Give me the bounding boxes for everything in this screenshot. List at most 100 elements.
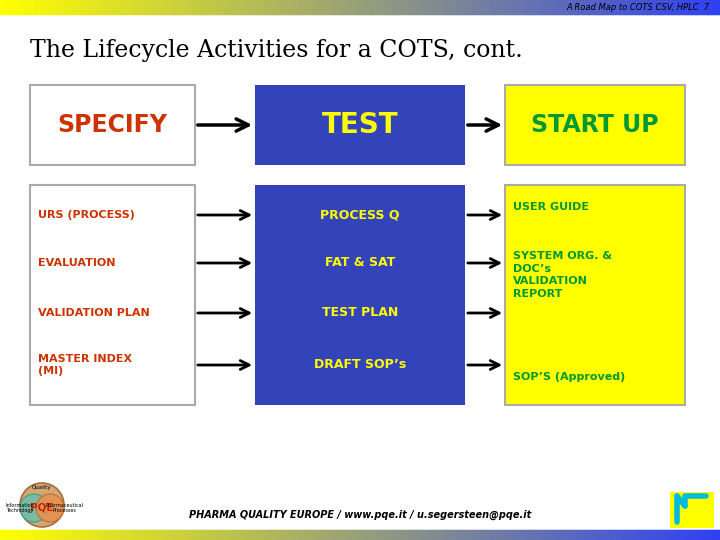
Bar [612, 530, 616, 540]
Bar [288, 530, 292, 540]
Bar [487, 530, 490, 540]
Bar [70, 530, 73, 540]
Bar [567, 530, 570, 540]
Bar [96, 0, 99, 14]
Bar [367, 0, 371, 14]
Bar [0, 0, 4, 14]
Circle shape [20, 494, 48, 522]
Bar [574, 530, 577, 540]
Bar [293, 0, 296, 14]
Bar [106, 530, 109, 540]
Bar [715, 530, 719, 540]
Bar [598, 530, 601, 540]
Bar [48, 530, 51, 540]
Bar [459, 530, 462, 540]
Bar [542, 0, 546, 14]
Bar [557, 0, 560, 14]
Bar [459, 0, 462, 14]
Bar [365, 0, 368, 14]
Bar [65, 530, 68, 540]
Bar [603, 0, 606, 14]
Bar [266, 530, 270, 540]
Bar [677, 0, 680, 14]
Bar [142, 0, 145, 14]
Bar [413, 0, 416, 14]
Bar [571, 0, 575, 14]
Bar [540, 0, 544, 14]
Bar [636, 530, 639, 540]
Bar [153, 530, 157, 540]
Bar [305, 0, 308, 14]
Bar [271, 0, 274, 14]
Bar [495, 0, 498, 14]
Bar [156, 0, 159, 14]
Bar [166, 530, 169, 540]
Bar [408, 530, 411, 540]
Bar [545, 530, 548, 540]
Bar [382, 530, 385, 540]
Bar [67, 530, 71, 540]
Bar [312, 0, 315, 14]
Bar [506, 530, 510, 540]
Bar [151, 530, 155, 540]
Bar [456, 530, 459, 540]
Bar [255, 85, 465, 165]
Bar [281, 530, 284, 540]
Bar [531, 0, 534, 14]
Bar [348, 530, 351, 540]
Bar [425, 530, 428, 540]
Bar [315, 0, 318, 14]
Bar [192, 0, 195, 14]
Bar [38, 530, 42, 540]
Bar [470, 530, 474, 540]
Text: PQE: PQE [30, 503, 54, 513]
Bar [564, 530, 567, 540]
Bar [391, 530, 395, 540]
Bar [279, 0, 282, 14]
Bar [713, 0, 716, 14]
Bar [533, 0, 536, 14]
Bar [423, 0, 426, 14]
Bar [243, 0, 246, 14]
Bar [110, 0, 114, 14]
Text: The Lifecycle Activities for a COTS, cont.: The Lifecycle Activities for a COTS, con… [30, 38, 523, 62]
Bar [96, 530, 99, 540]
Bar [94, 0, 97, 14]
Bar [125, 0, 128, 14]
Bar [384, 530, 387, 540]
Bar [17, 530, 20, 540]
Bar [297, 530, 301, 540]
Bar [410, 0, 414, 14]
Bar [583, 530, 587, 540]
Bar [55, 530, 58, 540]
Bar [513, 530, 517, 540]
Bar [22, 530, 25, 540]
Bar [679, 0, 683, 14]
Bar [194, 530, 198, 540]
Bar [441, 0, 445, 14]
Bar [667, 530, 670, 540]
Bar [578, 0, 582, 14]
Bar [77, 530, 80, 540]
Bar [660, 530, 663, 540]
Bar [63, 530, 66, 540]
Text: URS (PROCESS): URS (PROCESS) [38, 210, 135, 220]
Bar [34, 0, 37, 14]
Bar [341, 0, 344, 14]
Bar [374, 0, 378, 14]
Bar [398, 530, 402, 540]
Bar [564, 0, 567, 14]
Bar [379, 0, 382, 14]
Bar [571, 530, 575, 540]
Bar [557, 530, 560, 540]
Bar [86, 0, 90, 14]
Bar [434, 0, 438, 14]
Bar [641, 0, 644, 14]
Bar [387, 530, 390, 540]
Bar [225, 530, 229, 540]
Bar [639, 530, 642, 540]
Bar [351, 530, 354, 540]
Bar [511, 0, 515, 14]
Bar [432, 0, 436, 14]
Bar [574, 0, 577, 14]
